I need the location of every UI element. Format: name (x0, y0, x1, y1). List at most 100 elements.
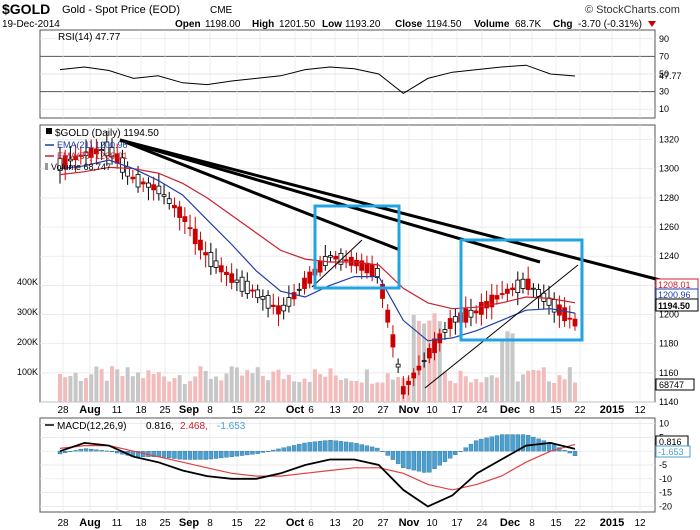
ema55-line (59, 166, 576, 310)
macd-hist-bar (99, 450, 104, 452)
macd-line (59, 441, 576, 508)
volume-bar (219, 380, 224, 402)
volume-bar (58, 373, 62, 402)
volume-bar (188, 381, 193, 402)
volume-bar (266, 380, 271, 402)
macd-hist-bar (458, 450, 463, 452)
volume-bar (323, 376, 328, 402)
macd-hist-bar (115, 450, 120, 454)
rsi-line (59, 64, 576, 95)
x-axis-label: 15 (231, 518, 243, 529)
candle-body (395, 363, 401, 368)
volume-bar (328, 368, 333, 402)
ema21-legend: EMA(21) 1200.96 (57, 140, 128, 150)
candle-body (270, 304, 276, 307)
macd-hist-bar (349, 442, 354, 452)
candle-body (406, 380, 411, 385)
candle-body (99, 149, 105, 152)
exchange-text: CME (210, 5, 233, 16)
macd-hist-bar (265, 450, 271, 452)
candle-body (130, 176, 136, 180)
macd-hist-bar (401, 450, 406, 468)
close-tag-box (655, 298, 699, 312)
macd-hist-bar (359, 444, 364, 452)
volume-bar (437, 321, 442, 402)
x-axis-label: Sep (179, 404, 199, 416)
macd-hist-bar (135, 450, 141, 457)
candle-body (187, 227, 193, 230)
candle-body (57, 157, 63, 171)
candle-body (421, 360, 427, 362)
candle-body (78, 154, 84, 157)
macd-hist-bar (286, 446, 292, 452)
volume-bar (245, 370, 250, 402)
macd-hist-bar (406, 450, 411, 470)
macd-tick-label: -10 (659, 474, 672, 484)
volume-tag-box (655, 378, 695, 391)
volume-bar (484, 377, 489, 402)
volume-bar (349, 380, 354, 402)
macd-hist-bar (198, 450, 203, 460)
volume-tick-label: 200K (17, 337, 38, 347)
candle-body (192, 228, 198, 245)
candle-body (140, 181, 146, 185)
candle-body (229, 273, 235, 283)
macd-hist-bar (63, 450, 68, 453)
candle-body (156, 185, 162, 195)
x-axis-label: 24 (476, 405, 488, 416)
x-axis-label: 13 (329, 405, 341, 416)
x-axis-label: 17 (451, 518, 463, 529)
x-axis-label: 24 (476, 518, 488, 529)
candle-body (255, 289, 261, 299)
x-axis-label: 22 (254, 518, 266, 529)
macd-hist-bar (421, 450, 427, 473)
macd-hist-bar (219, 450, 224, 459)
volume-bar (505, 331, 510, 402)
x-axis-label: 10 (426, 518, 438, 529)
macd-hist-bar (437, 450, 442, 466)
open-value: 1198.00 (205, 19, 241, 30)
volume-bar (115, 369, 120, 402)
volume-bar (260, 375, 265, 402)
price-tags: 1208.01 1200.96 1194.50 68747 (655, 278, 699, 391)
candle-body (83, 151, 89, 157)
volume-bar (500, 340, 505, 402)
volume-tag: 68747 (659, 380, 684, 390)
volume-bar (224, 373, 229, 402)
volume-bar (474, 379, 479, 402)
candle-body (494, 295, 500, 300)
x-axis-label: Dec (500, 404, 520, 416)
candle-body (390, 334, 396, 348)
candle-body (218, 265, 224, 273)
macd-hist-bar (281, 447, 286, 452)
price-panel (39, 124, 656, 403)
x-axis-label: 11 (112, 518, 123, 529)
macd-label-prefix: MACD(12,26,9) (57, 421, 126, 432)
macd-hist-bar (167, 450, 172, 459)
volume-bar (510, 333, 515, 402)
volume-bar (136, 372, 141, 402)
price-legend-title: $GOLD (Daily) 1194.50 (55, 128, 159, 139)
volume-bar (94, 366, 99, 402)
macd-hist-bar (224, 450, 229, 458)
volume-bar (552, 382, 557, 402)
macd-hist-bar (323, 440, 328, 452)
volume-bar (359, 382, 364, 402)
candle-body (343, 259, 349, 262)
macd-value2: 2.468, (180, 421, 208, 432)
volume-bar (453, 383, 458, 402)
volume-bar (536, 370, 541, 402)
volume-value: 68.7K (515, 19, 541, 30)
macd-hist-bar (442, 450, 448, 462)
macd-hist-bar (276, 448, 281, 452)
macd-hist-bar (203, 450, 208, 460)
candle-body (281, 304, 287, 312)
volume-bar (286, 374, 291, 402)
volume-bar (385, 373, 390, 402)
candle-body (109, 146, 115, 158)
candle-body (198, 239, 203, 251)
volume-bar (354, 380, 359, 402)
candle-body (161, 194, 167, 197)
hist-tag-box (655, 445, 691, 458)
